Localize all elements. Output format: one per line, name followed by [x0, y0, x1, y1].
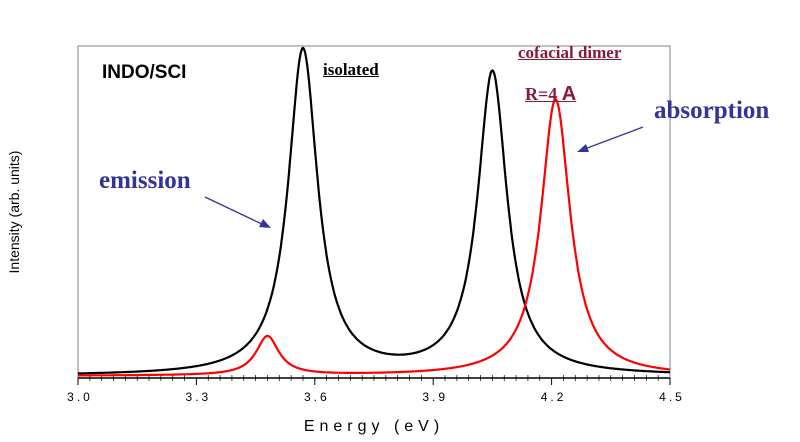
dimer-spectrum-line: [78, 97, 670, 377]
x-tick-label: 4.2: [540, 390, 567, 404]
absorption-label: absorption: [654, 97, 770, 124]
emission-arrow: [204, 196, 271, 228]
method-label: INDO/SCI: [102, 62, 187, 83]
x-tick-label: 3.3: [185, 390, 212, 404]
x-tick-label: 3.6: [303, 390, 330, 404]
curves: [78, 46, 670, 377]
emission-label: emission: [99, 167, 191, 194]
x-tick-label: 3.0: [67, 390, 93, 404]
plot-frame: [77, 45, 671, 379]
y-axis-label: Intensity (arb. units): [6, 150, 22, 274]
distance-unit: A: [561, 83, 577, 105]
distance-value: R=4: [525, 84, 558, 104]
dimer-distance-label: R=4 A: [525, 83, 576, 106]
x-tick-label: 3.9: [422, 390, 449, 404]
x-axis-label: Energy (eV): [303, 418, 445, 435]
isolated-label: isolated: [323, 60, 379, 79]
absorption-arrow: [577, 126, 644, 152]
isolated-spectrum-line: [78, 46, 670, 375]
x-tick-label: 4.5: [659, 390, 685, 404]
x-axis-ticks: [77, 375, 671, 385]
dimer-label: cofacial dimer: [518, 43, 622, 62]
